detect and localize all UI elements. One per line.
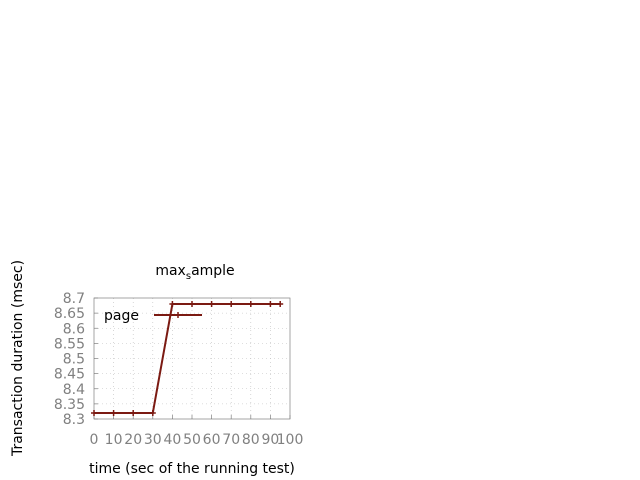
y-tick-label: 8.4	[63, 382, 85, 398]
legend-label: page	[104, 308, 139, 324]
x-axis-label: time (sec of the running test)	[89, 461, 295, 477]
y-tick-label: 8.55	[54, 336, 85, 352]
x-tick-label: 70	[222, 432, 240, 448]
y-tick-label: 8.65	[54, 306, 85, 322]
y-tick-label: 8.5	[63, 352, 85, 368]
x-tick-label: 50	[183, 432, 201, 448]
x-tick-label: 60	[203, 432, 221, 448]
legend-marker	[175, 312, 181, 318]
data-point	[277, 301, 284, 308]
y-tick-label: 8.45	[54, 367, 85, 383]
y-tick-label: 8.7	[63, 291, 85, 307]
data-point	[267, 301, 274, 308]
data-point	[228, 301, 235, 308]
data-point	[208, 301, 215, 308]
data-point	[247, 301, 254, 308]
x-tick-label: 80	[242, 432, 260, 448]
x-tick-label: 90	[261, 432, 279, 448]
plot-frame	[93, 297, 291, 420]
data-point	[189, 301, 195, 308]
x-tick-label: 100	[277, 432, 304, 448]
x-tick-label: 20	[124, 432, 142, 448]
y-axis-label: Transaction duration (msec)	[10, 260, 26, 457]
y-tick-label: 8.6	[63, 321, 85, 337]
y-tick-labels: 8.38.358.48.458.58.558.68.658.7	[54, 291, 85, 428]
x-tick-label: 10	[105, 432, 123, 448]
data-point	[110, 409, 117, 416]
x-tick-label: 30	[144, 432, 162, 448]
chart-title: maxsample	[155, 263, 234, 282]
data-point	[91, 409, 97, 416]
y-tick-label: 8.3	[63, 412, 85, 428]
data-point	[130, 409, 137, 416]
x-tick-label: 40	[163, 432, 181, 448]
data-point	[149, 409, 156, 416]
grid	[93, 297, 291, 420]
legend: page	[104, 308, 202, 324]
y-tick-label: 8.35	[54, 397, 85, 413]
x-tick-label: 0	[90, 432, 99, 448]
series-layer	[91, 301, 284, 416]
data-point	[169, 301, 176, 308]
